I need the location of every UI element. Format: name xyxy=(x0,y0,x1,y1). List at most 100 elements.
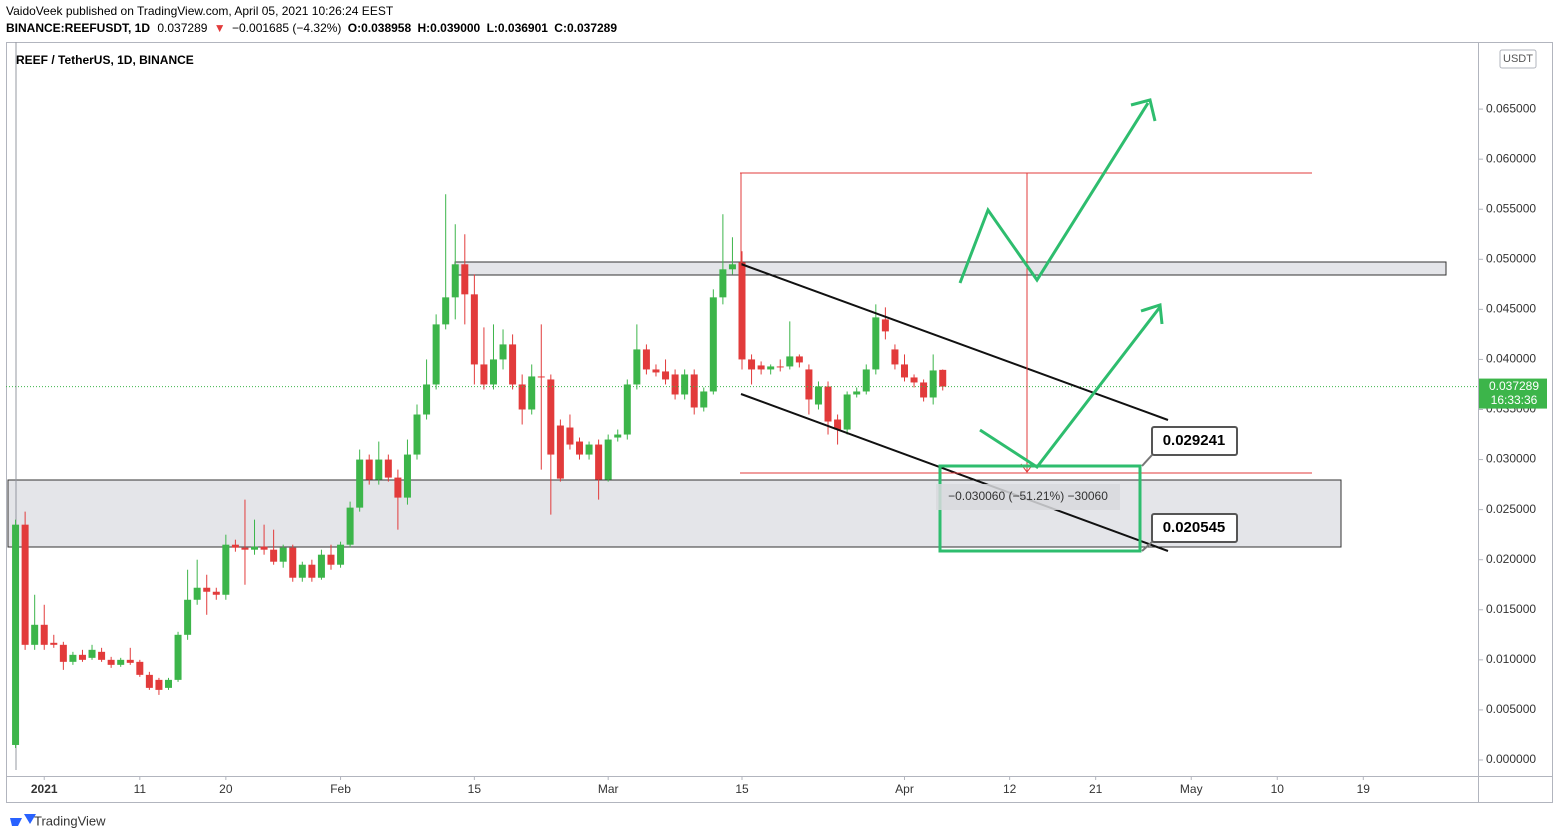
candle-body xyxy=(193,587,201,600)
x-tick-label: 19 xyxy=(1357,782,1371,796)
x-tick-label: 11 xyxy=(134,782,147,796)
candle-body xyxy=(719,269,727,298)
candle-body xyxy=(40,624,48,645)
candle-body xyxy=(489,359,497,385)
candle-body xyxy=(499,344,507,360)
candle-body xyxy=(375,459,383,480)
y-tick-label: 0.060000 xyxy=(1486,151,1536,165)
candle-body xyxy=(289,547,297,578)
price-tag xyxy=(1479,378,1547,409)
candle-body xyxy=(279,547,287,562)
candle-body xyxy=(690,374,698,408)
resistance-zone xyxy=(454,261,1447,276)
tv-logo xyxy=(10,814,36,826)
candle-body xyxy=(203,587,211,592)
candle-body xyxy=(365,459,373,480)
x-tick-label: 12 xyxy=(1003,782,1017,796)
candle-body xyxy=(642,349,650,370)
candle-body xyxy=(604,439,612,480)
price-callout xyxy=(1151,513,1238,543)
candle-body xyxy=(929,370,937,398)
candle-body xyxy=(298,564,306,578)
candle-body xyxy=(88,649,96,658)
x-tick-label: Apr xyxy=(895,782,914,796)
candle-body xyxy=(900,364,908,378)
candle-body xyxy=(212,591,220,595)
frame xyxy=(6,42,1553,803)
measure-label-bg xyxy=(936,484,1120,510)
candle-body xyxy=(547,379,555,455)
candle-body xyxy=(241,547,249,550)
x-tick-label: 15 xyxy=(468,782,482,796)
candle-body xyxy=(423,384,431,415)
connector xyxy=(1141,454,1153,467)
low: L:0.036901 xyxy=(487,21,549,35)
candle-body xyxy=(21,524,29,645)
x-tick-label: 10 xyxy=(1271,782,1285,796)
candle-body xyxy=(576,441,584,455)
candle-body xyxy=(700,391,708,408)
candle-body xyxy=(528,376,536,410)
candle-body xyxy=(442,297,450,325)
candle-body xyxy=(78,654,86,660)
forecast-arrow-1 xyxy=(958,102,1150,284)
footer: TradingView xyxy=(34,813,106,828)
candle-body xyxy=(795,356,803,363)
candle-body xyxy=(652,369,660,373)
candle-body xyxy=(786,356,794,367)
y-tick-label: 0.010000 xyxy=(1486,652,1536,666)
candle-body xyxy=(107,659,115,665)
candle-body xyxy=(585,444,593,455)
candle-body xyxy=(155,679,163,690)
y-tick-label: 0.025000 xyxy=(1486,502,1536,516)
candle-body xyxy=(939,369,947,387)
y-tick-label: 0.065000 xyxy=(1486,101,1536,115)
candle-body xyxy=(757,365,765,370)
candle-body xyxy=(728,264,736,270)
arrow: ▼ xyxy=(214,21,226,35)
candle-body xyxy=(451,264,459,298)
x-tick-label: 21 xyxy=(1089,782,1103,796)
arrowhead-2 xyxy=(1140,303,1164,325)
y-tick-label: 0.020000 xyxy=(1486,552,1536,566)
candle-body xyxy=(776,366,784,368)
candle-body xyxy=(633,349,641,385)
arrowhead-1 xyxy=(1130,98,1157,122)
candle-body xyxy=(910,377,918,383)
candle-body xyxy=(824,386,832,422)
candle-body xyxy=(432,324,440,385)
high: H:0.039000 xyxy=(418,21,481,35)
x-tick-label: Mar xyxy=(598,782,619,796)
change: −0.001685 (−4.32%) xyxy=(232,21,341,35)
candle-body xyxy=(537,376,545,378)
candle-body xyxy=(681,374,689,395)
candle-body xyxy=(556,425,564,479)
candle-body xyxy=(69,654,77,662)
y-tick-label: 0.015000 xyxy=(1486,602,1536,616)
candle-body xyxy=(843,394,851,430)
last: 0.037289 xyxy=(157,21,207,35)
channel-upper xyxy=(740,263,1169,421)
candle-body xyxy=(920,382,928,398)
candle-body xyxy=(767,366,775,370)
candle-body xyxy=(184,599,192,635)
candle-body xyxy=(317,554,325,578)
price-tag-label: 0.037289 xyxy=(1489,379,1539,393)
candle-body xyxy=(126,659,134,663)
y-tick-label: 0.005000 xyxy=(1486,702,1536,716)
candle-body xyxy=(709,297,717,392)
y-tick-label: 0.000000 xyxy=(1486,752,1536,766)
candle-body xyxy=(834,419,842,430)
candle-body xyxy=(231,544,239,548)
countdown: 16:33:36 xyxy=(1491,393,1538,407)
y-tick-label: 0.055000 xyxy=(1486,201,1536,215)
candle-body xyxy=(566,427,574,445)
candle-body xyxy=(270,549,278,562)
candle-body xyxy=(881,319,889,332)
symbol: BINANCE:REEFUSDT, 1D xyxy=(6,21,150,35)
candle-body xyxy=(164,679,172,688)
candle-body xyxy=(394,477,402,498)
candle-body xyxy=(136,661,144,675)
